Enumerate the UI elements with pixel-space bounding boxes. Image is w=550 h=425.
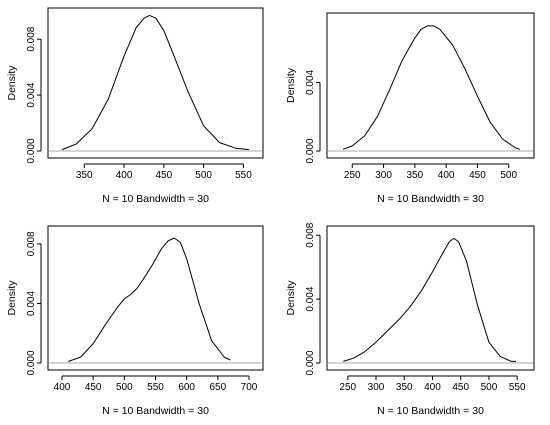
x-tick-label: 650 [209,382,226,393]
y-tick-label: 0.000 [26,138,37,163]
x-tick-label: 550 [147,382,164,393]
x-tick-label: 500 [500,170,517,181]
plot-frame [326,225,535,371]
y-tick-label: 0.008 [26,231,37,256]
y-tick-label: 0.000 [26,350,37,375]
y-tick-label: 0.004 [305,286,316,311]
x-tick-label: 450 [452,382,469,393]
plot-frame [47,7,264,159]
plot-frame [326,12,535,159]
density-panel: 250 300 350 400 450 500 0.000 0.004 Density N = 1… [285,12,535,205]
x-tick-label: 350 [407,170,424,181]
x-tick-label: 500 [116,382,133,393]
y-tick-label: 0.000 [305,350,316,375]
x-tick-label: 400 [116,170,133,181]
x-tick-label: 250 [339,382,356,393]
x-axis-title: N = 10 Bandwidth = 30 [377,193,484,205]
y-tick-label: 0.008 [26,26,37,51]
x-tick-label: 350 [396,382,413,393]
x-axis-title: N = 10 Bandwidth = 30 [377,405,484,417]
y-axis-title: Density [285,67,297,103]
y-tick-label: 0.008 [305,222,316,247]
y-tick-label: 0.000 [305,138,316,163]
y-axis-title: Density [6,280,18,316]
x-tick-label: 250 [344,170,361,181]
y-tick-label: 0.004 [305,69,316,94]
x-tick-label: 450 [85,382,102,393]
x-tick-label: 450 [156,170,173,181]
x-tick-label: 600 [178,382,195,393]
x-tick-label: 400 [438,170,455,181]
density-panel: 350 400 450 500 550 0.000 0.004 0.008 Density N =… [6,7,264,205]
density-panel: 400 450 500 550 600 650 700 0.000 0.004 0.008 Dens… [6,225,264,417]
density-curve [61,14,250,151]
x-axis-title: N = 10 Bandwidth = 30 [102,405,209,417]
y-tick-label: 0.004 [26,291,37,316]
x-tick-label: 300 [368,382,385,393]
x-tick-label: 500 [195,170,212,181]
y-axis-title: Density [6,65,18,101]
density-curve [343,237,516,362]
x-tick-label: 550 [509,382,526,393]
x-tick-label: 550 [235,170,252,181]
x-tick-label: 500 [481,382,498,393]
x-tick-label: 450 [469,170,486,181]
density-curve [68,237,231,362]
x-tick-label: 400 [54,382,71,393]
x-axis-title: N = 10 Bandwidth = 30 [102,193,209,205]
density-curve [342,25,521,150]
x-tick-label: 400 [424,382,441,393]
plot-frame [47,225,264,371]
y-tick-label: 0.004 [26,82,37,107]
x-tick-label: 350 [76,170,93,181]
y-axis-title: Density [285,280,297,316]
x-tick-label: 700 [241,382,258,393]
x-tick-label: 300 [375,170,392,181]
density-panel: 250 300 350 400 450 500 550 0.000 0.004 0.008 Dens… [285,222,535,417]
